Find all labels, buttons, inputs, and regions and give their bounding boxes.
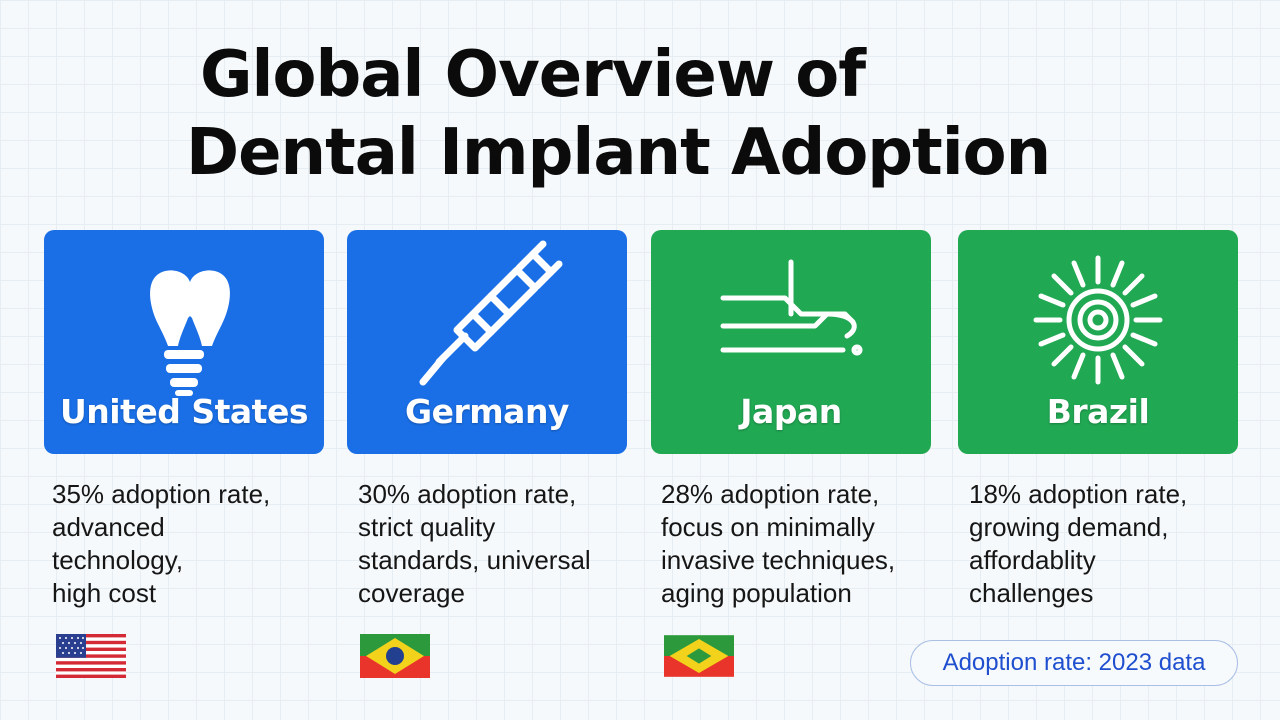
country-name: Japan bbox=[740, 392, 842, 431]
us-flag-icon bbox=[56, 634, 126, 678]
brazil-flag-icon bbox=[664, 635, 734, 677]
country-card-brazil: Brazil bbox=[958, 230, 1238, 454]
description-line: 35% adoption rate, bbox=[52, 479, 271, 509]
description-line: technology, bbox=[52, 545, 184, 575]
description-line: strict quality bbox=[358, 512, 496, 542]
brazil-flag-icon bbox=[360, 634, 430, 678]
description-line: standards, universal bbox=[358, 545, 591, 575]
description-line: high cost bbox=[52, 578, 157, 608]
surgical-pen-icon bbox=[419, 240, 563, 386]
dental-chair-icon bbox=[720, 259, 863, 356]
description-line: advanced bbox=[52, 512, 165, 542]
description-line: 28% adoption rate, bbox=[661, 479, 880, 509]
country-description: 30% adoption rate, strict quality standa… bbox=[358, 478, 658, 610]
country-card-united-states: United States bbox=[44, 230, 324, 454]
title-line-1: Global Overview of bbox=[200, 38, 866, 112]
description-line: challenges bbox=[969, 578, 1094, 608]
country-description: 35% adoption rate, advanced technology, … bbox=[52, 478, 352, 610]
description-line: 18% adoption rate, bbox=[969, 479, 1188, 509]
country-description: 28% adoption rate, focus on minimally in… bbox=[661, 478, 961, 610]
sun-icon bbox=[1033, 255, 1163, 385]
country-card-germany: Germany bbox=[347, 230, 627, 454]
page-title: Global Overview of Dental Implant Adopti… bbox=[0, 36, 1280, 192]
description-line: invasive techniques, bbox=[661, 545, 896, 575]
dental-implant-icon bbox=[150, 270, 230, 396]
description-line: 30% adoption rate, bbox=[358, 479, 577, 509]
country-description: 18% adoption rate, growing demand, affor… bbox=[969, 478, 1269, 610]
country-name: Brazil bbox=[1046, 392, 1150, 431]
country-name: Germany bbox=[405, 392, 569, 431]
description-line: focus on minimally bbox=[661, 512, 875, 542]
description-line: coverage bbox=[358, 578, 465, 608]
footnote-badge: Adoption rate: 2023 data bbox=[910, 640, 1238, 686]
description-line: growing demand, bbox=[969, 512, 1169, 542]
country-card-japan: Japan bbox=[651, 230, 931, 454]
title-line-2: Dental Implant Adoption bbox=[186, 116, 1051, 190]
description-line: aging population bbox=[661, 578, 852, 608]
description-line: affordablity bbox=[969, 545, 1096, 575]
country-name: United States bbox=[60, 392, 308, 431]
